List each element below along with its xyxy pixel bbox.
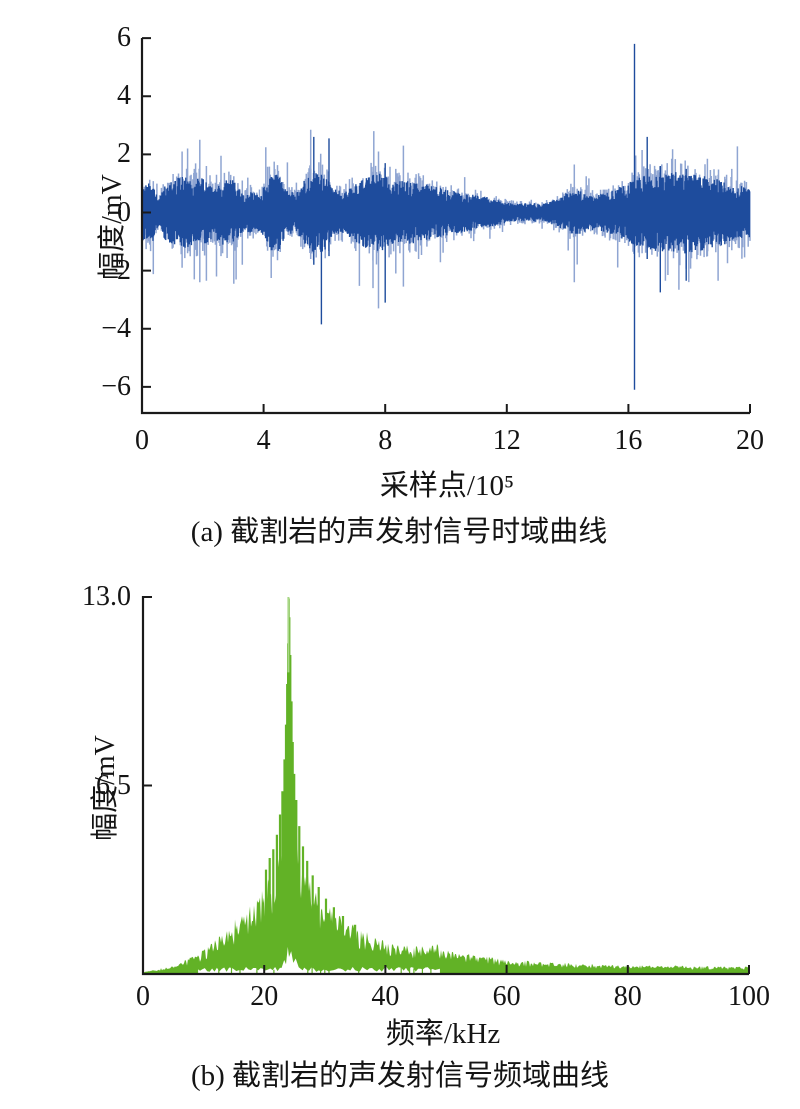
chart-a-x-tick-16: 16 — [614, 425, 643, 456]
chart-a-y-tick-−2: −2 — [101, 254, 131, 286]
chart-b-x-axis-title: 频率/kHz — [385, 1018, 501, 1050]
chart-a-x-tick-4: 4 — [256, 425, 271, 456]
chart-a-y-tick-2: 2 — [117, 138, 131, 170]
chart-b-x-tick-20: 20 — [250, 981, 279, 1012]
chart-a-y-tick-−6: −6 — [101, 370, 131, 402]
chart-a-y-tick-6: 6 — [117, 22, 131, 54]
chart-a-y-tick-4: 4 — [117, 80, 131, 112]
chart-b-caption: (b) 截割岩的声发射信号频域曲线 — [190, 1060, 610, 1092]
chart-b-y-tick-6.5: 6.5 — [96, 769, 131, 801]
chart-b-x-tick-80: 80 — [613, 981, 642, 1012]
chart-a-x-tick-8: 8 — [378, 425, 393, 456]
chart-b-x-tick-60: 60 — [492, 981, 521, 1012]
chart-a-x-tick-12: 12 — [492, 425, 521, 456]
chart-b-x-tick-100: 100 — [728, 981, 770, 1012]
chart-b-y-tick-13.0: 13.0 — [82, 581, 131, 612]
chart-b-x-tick-40: 40 — [371, 981, 400, 1012]
chart-a-x-tick-0: 0 — [135, 425, 149, 456]
chart-a-y-tick-−4: −4 — [101, 312, 131, 344]
chart-a-y-tick-0: 0 — [117, 196, 131, 228]
chart-a-caption: (a) 截割岩的声发射信号时域曲线 — [190, 516, 608, 548]
chart-a-x-tick-20: 20 — [736, 425, 764, 456]
chart-a-x-axis-title: 采样点/10⁵ — [379, 470, 515, 502]
chart-b-x-tick-0: 0 — [136, 981, 150, 1012]
